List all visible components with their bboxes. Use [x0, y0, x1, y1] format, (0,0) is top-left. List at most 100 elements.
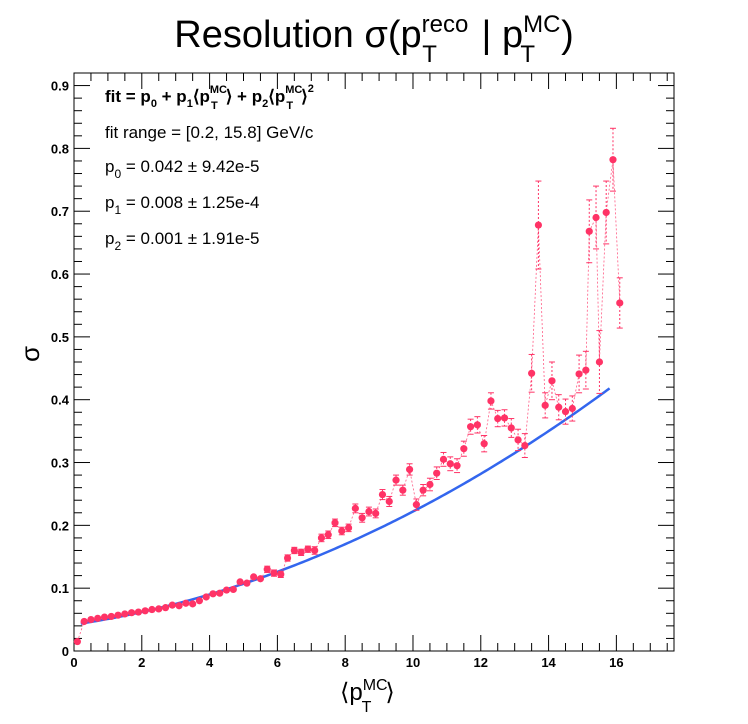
- data-point: [365, 506, 373, 517]
- point-marker: [290, 546, 298, 555]
- data-point: [141, 607, 149, 615]
- fit-curve-group: [80, 387, 611, 625]
- data-point: [426, 477, 434, 492]
- point-marker: [202, 593, 210, 601]
- point-marker: [304, 545, 312, 553]
- data-point: [467, 418, 475, 435]
- data-point: [521, 433, 529, 458]
- point-marker: [595, 358, 604, 366]
- data-point: [250, 573, 258, 581]
- y-tick-label: 0.4: [51, 393, 70, 408]
- fit-formula: fit = p0 + p1⟨pMC T ⟩ + p2⟨pMC T ⟩2: [105, 83, 314, 112]
- y-tick-label: 0.3: [51, 456, 69, 471]
- data-point: [148, 605, 156, 614]
- data-point: [561, 398, 570, 425]
- y-tick-label: 0.1: [51, 581, 69, 596]
- point-marker: [487, 397, 495, 405]
- point-marker: [372, 509, 380, 518]
- title-sub-t2: T: [520, 41, 535, 68]
- point-marker: [351, 504, 359, 512]
- data-point: [385, 495, 393, 507]
- point-marker: [575, 370, 583, 378]
- x-tick-label: 14: [541, 655, 556, 670]
- data-point: [311, 546, 319, 555]
- data-point: [114, 611, 122, 619]
- data-point: [439, 451, 448, 467]
- data-point: [283, 554, 292, 562]
- param-p0: p0 = 0.042 ± 9.42e-5: [105, 157, 260, 181]
- point-marker: [592, 213, 600, 222]
- y-tick-label: 0: [62, 644, 69, 659]
- data-point: [575, 354, 583, 394]
- data-point: [243, 579, 251, 587]
- x-tick-label: 2: [138, 655, 145, 670]
- point-marker: [467, 423, 475, 431]
- data-point: [358, 512, 366, 523]
- data-point: [507, 418, 515, 438]
- data-point: [446, 456, 454, 472]
- point-marker: [378, 490, 387, 499]
- point-marker: [256, 575, 265, 583]
- point-marker: [189, 600, 197, 608]
- point-marker: [405, 465, 414, 474]
- point-marker: [548, 377, 556, 385]
- point-marker: [392, 476, 400, 484]
- data-point: [290, 546, 298, 555]
- point-marker: [87, 615, 95, 624]
- point-marker: [107, 612, 115, 621]
- point-marker: [507, 424, 515, 432]
- data-point: [399, 484, 407, 496]
- point-marker: [582, 366, 590, 374]
- data-point: [256, 575, 265, 583]
- data-point: [195, 597, 204, 605]
- point-marker: [236, 578, 244, 586]
- data-point: [568, 395, 576, 422]
- title-sup-mc: MC: [523, 11, 560, 38]
- data-point: [460, 440, 468, 457]
- point-marker: [338, 527, 346, 535]
- point-marker: [446, 460, 454, 468]
- point-marker: [80, 617, 88, 626]
- point-marker: [568, 404, 576, 413]
- data-point: [222, 586, 231, 594]
- data-point: [229, 585, 237, 594]
- data-point: [277, 570, 285, 578]
- data-point: [331, 518, 339, 528]
- point-marker: [121, 610, 129, 618]
- data-point: [548, 361, 556, 401]
- x-tick-label: 16: [609, 655, 623, 670]
- point-marker: [168, 601, 176, 609]
- data-point: [338, 526, 346, 536]
- data-point: [555, 394, 563, 421]
- x-tick-label: 0: [70, 655, 77, 670]
- data-point: [372, 508, 380, 519]
- point-marker: [453, 462, 461, 470]
- point-marker: [175, 602, 183, 610]
- data-point: [344, 523, 353, 533]
- point-marker: [521, 441, 529, 450]
- chart-title: Resolution σ(preco T | pMC T): [174, 11, 574, 68]
- data-point: [514, 428, 522, 452]
- data-point: [317, 533, 326, 543]
- x-axis-label: ⟨pMC T ⟩: [340, 677, 395, 716]
- data-point: [487, 392, 495, 410]
- point-marker: [94, 614, 102, 622]
- data-point: [419, 484, 427, 497]
- title-sup-reco: reco: [422, 11, 469, 38]
- point-marker: [365, 507, 373, 516]
- point-marker: [419, 486, 427, 494]
- xlabel-sup: MC: [363, 677, 388, 694]
- data-point: [128, 609, 136, 617]
- points-connector: [77, 159, 621, 642]
- data-point: [602, 180, 610, 245]
- title-main: Resolution σ(p: [174, 14, 421, 56]
- point-marker: [128, 609, 136, 617]
- point-marker: [283, 554, 292, 562]
- point-marker: [73, 637, 81, 646]
- data-point: [595, 330, 604, 394]
- data-point: [182, 599, 190, 607]
- point-marker: [480, 440, 488, 448]
- point-marker: [161, 604, 170, 612]
- point-marker: [433, 469, 441, 477]
